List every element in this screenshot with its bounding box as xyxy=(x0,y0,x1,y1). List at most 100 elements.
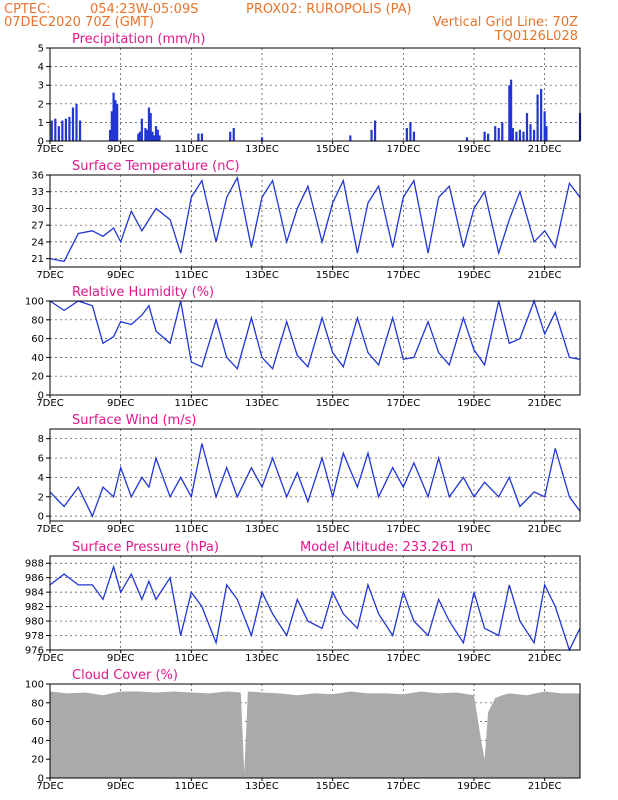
precip-bar xyxy=(229,131,232,141)
series-line xyxy=(49,443,581,518)
precip-bar xyxy=(465,137,469,141)
x-tick-label: 11DEC xyxy=(174,524,208,535)
precip-bar xyxy=(525,113,529,141)
y-tick-label: 80 xyxy=(31,698,44,709)
precip-bar xyxy=(543,111,546,141)
precip-bar xyxy=(529,124,532,141)
y-tick-label: 27 xyxy=(31,221,44,232)
header-source: CPTEC: xyxy=(4,2,51,17)
precip-bar xyxy=(149,113,152,141)
precip-bar xyxy=(71,107,75,141)
humidity-panel: 0 20 40 60 80 100 7DEC 9DEC 11DEC 13DEC 15DEC 17DEC… xyxy=(25,285,581,409)
y-tick-label: 40 xyxy=(31,353,44,364)
x-tick-label: 15DEC xyxy=(316,398,350,409)
precip-bar xyxy=(154,126,158,141)
x-tick-label: 19DEC xyxy=(457,398,491,409)
y-tick-label: 3 xyxy=(38,81,44,92)
precip-bar xyxy=(494,126,497,141)
precip-bar xyxy=(483,131,486,141)
precip-bar xyxy=(78,120,82,141)
x-tick-label: 15DEC xyxy=(316,653,350,664)
y-tick-label: 36 xyxy=(31,171,44,182)
temperature-panel: 21 24 27 30 33 36 7DEC 9DEC 11DEC 13DEC 15DEC 17DEC… xyxy=(31,159,581,281)
x-tick-label: 11DEC xyxy=(174,781,208,792)
y-tick-label: 20 xyxy=(31,372,44,383)
precip-bar xyxy=(137,133,140,141)
y-tick-label: 2 xyxy=(38,492,44,503)
y-tick-label: 0 xyxy=(38,512,44,523)
x-tick-label: 21DEC xyxy=(528,144,562,155)
cloud-area xyxy=(50,691,580,778)
precip-bar xyxy=(151,131,154,141)
x-tick-label: 21DEC xyxy=(528,781,562,792)
y-tick-label: 0 xyxy=(38,774,44,785)
y-tick-label: 60 xyxy=(31,717,44,728)
y-tick-label: 20 xyxy=(31,755,44,766)
precip-bar xyxy=(140,118,143,141)
x-tick-label: 19DEC xyxy=(457,270,491,281)
x-tick-label: 17DEC xyxy=(386,653,420,664)
precip-bar xyxy=(260,137,264,141)
y-tick-label: 986 xyxy=(25,573,44,584)
x-tick-label: 15DEC xyxy=(316,144,350,155)
y-tick-label: 988 xyxy=(25,559,44,570)
precip-bar xyxy=(57,126,60,141)
precip-bar xyxy=(110,111,113,141)
x-tick-label: 21DEC xyxy=(528,398,562,409)
x-tick-label: 7DEC xyxy=(36,398,63,409)
precip-bar xyxy=(156,129,159,141)
precip-bar xyxy=(75,103,78,141)
y-tick-label: 982 xyxy=(25,602,44,613)
precip-bar xyxy=(545,126,548,141)
x-tick-label: 21DEC xyxy=(528,270,562,281)
y-tick-label: 976 xyxy=(25,646,44,657)
precip-panel: 0 1 2 3 4 5 7DEC 9DEC 11DEC 13DEC 15DEC 17DEC 19DEC 2… xyxy=(36,32,582,155)
precip-bar xyxy=(108,129,112,141)
precip-bar xyxy=(146,129,149,141)
y-tick-label: 30 xyxy=(31,204,44,215)
y-tick-label: 4 xyxy=(38,62,44,73)
precip-bar xyxy=(522,131,525,141)
panel-title: Surface Pressure (hPa) xyxy=(72,540,219,555)
precip-bar xyxy=(501,122,504,141)
precip-bar xyxy=(112,92,115,141)
x-tick-label: 13DEC xyxy=(245,398,279,409)
x-tick-label: 17DEC xyxy=(386,270,420,281)
x-tick-label: 7DEC xyxy=(36,144,63,155)
precip-bar xyxy=(511,127,514,141)
y-tick-label: 33 xyxy=(31,187,44,198)
x-tick-label: 9DEC xyxy=(107,144,134,155)
precip-bar xyxy=(197,133,200,141)
precip-bar xyxy=(487,133,490,141)
x-tick-label: 17DEC xyxy=(386,524,420,535)
y-tick-label: 984 xyxy=(25,588,44,599)
x-tick-label: 13DEC xyxy=(245,270,279,281)
x-tick-label: 17DEC xyxy=(386,398,420,409)
precip-bar xyxy=(412,131,416,141)
x-tick-label: 13DEC xyxy=(245,781,279,792)
header-init: 07DEC2020 70Z (GMT) xyxy=(4,15,154,30)
precip-bar xyxy=(153,135,156,141)
precip-bar xyxy=(139,131,142,141)
x-tick-label: 19DEC xyxy=(457,653,491,664)
panel-title: Surface Wind (m/s) xyxy=(72,413,196,428)
pressure-panel: 976 978 980 982 984 986 988 7DEC 9DEC 11DEC 13DEC 1… xyxy=(25,540,581,664)
precip-bar xyxy=(349,135,352,141)
y-tick-label: 21 xyxy=(31,254,44,265)
x-tick-label: 7DEC xyxy=(36,653,63,664)
x-tick-label: 11DEC xyxy=(174,653,208,664)
precip-bar xyxy=(532,129,536,141)
panel-frame xyxy=(49,555,581,651)
x-tick-label: 13DEC xyxy=(245,653,279,664)
x-tick-label: 7DEC xyxy=(36,524,63,535)
x-tick-label: 9DEC xyxy=(107,398,134,409)
x-tick-label: 11DEC xyxy=(174,398,208,409)
precip-bar xyxy=(540,88,543,141)
x-tick-label: 9DEC xyxy=(107,781,134,792)
panel-title: Cloud Cover (%) xyxy=(72,668,178,683)
panel-frame xyxy=(49,174,581,268)
precip-bar xyxy=(61,120,64,141)
panel-frame xyxy=(49,683,581,779)
series-line xyxy=(49,299,581,370)
